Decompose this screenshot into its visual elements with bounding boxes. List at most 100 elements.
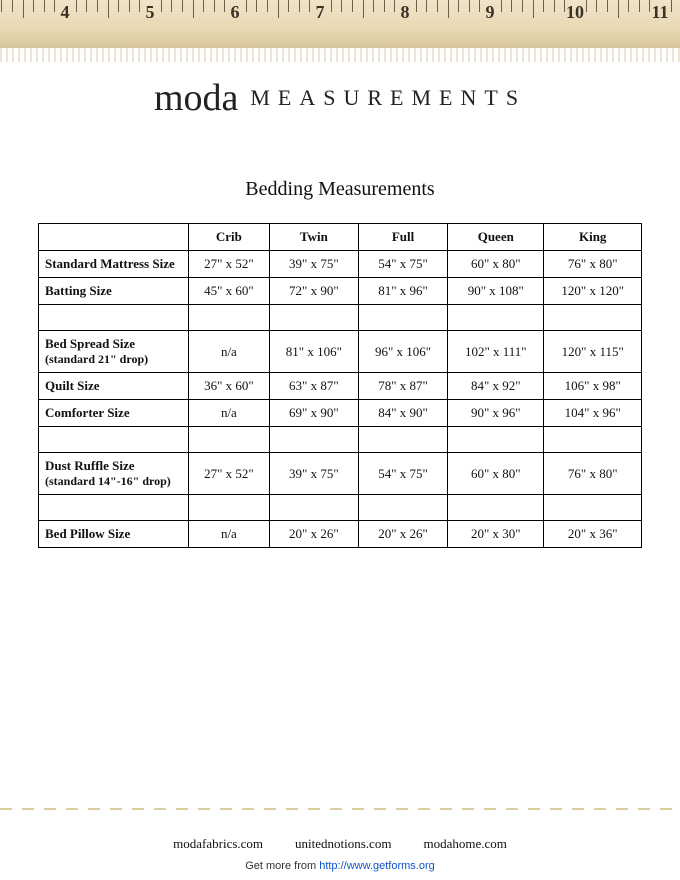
- spacer-cell: [448, 495, 544, 521]
- ruler-number: 4: [61, 2, 70, 23]
- ruler-tick: [224, 0, 225, 12]
- data-cell: 81" x 96": [358, 278, 447, 305]
- row-label: Bed Pillow Size: [39, 521, 189, 548]
- data-cell: 90" x 108": [448, 278, 544, 305]
- ruler-tick: [33, 0, 34, 12]
- data-cell: 84" x 90": [358, 400, 447, 427]
- data-cell: 84" x 92": [448, 373, 544, 400]
- spacer-cell: [544, 427, 642, 453]
- data-cell: 106" x 98": [544, 373, 642, 400]
- data-cell: 76" x 80": [544, 251, 642, 278]
- ruler-tick: [363, 0, 364, 18]
- table-row: Bed Pillow Sizen/a20" x 26"20" x 26"20" …: [39, 521, 642, 548]
- spacer-cell: [544, 495, 642, 521]
- data-cell: 76" x 80": [544, 453, 642, 495]
- data-cell: 39" x 75": [269, 251, 358, 278]
- data-cell: 20" x 36": [544, 521, 642, 548]
- data-cell: 102" x 111": [448, 331, 544, 373]
- ruler-tick: [586, 0, 587, 12]
- data-cell: 72" x 90": [269, 278, 358, 305]
- ruler-tick: [1, 0, 2, 12]
- ruler-tick: [479, 0, 480, 12]
- row-label: Comforter Size: [39, 400, 189, 427]
- measurements-table: CribTwinFullQueenKing Standard Mattress …: [38, 223, 642, 548]
- ruler-tick: [416, 0, 417, 12]
- ruler-fringe: [0, 48, 680, 62]
- ruler-tick: [108, 0, 109, 18]
- table-row: [39, 495, 642, 521]
- ruler-header: 34567891011: [0, 0, 680, 48]
- data-cell: 120" x 120": [544, 278, 642, 305]
- source-link[interactable]: http://www.getforms.org: [319, 860, 435, 872]
- ruler-tick: [607, 0, 608, 12]
- ruler-tick: [671, 0, 672, 12]
- ruler-tick: [267, 0, 268, 12]
- data-cell: 36" x 60": [189, 373, 270, 400]
- ruler-number: 8: [401, 2, 410, 23]
- ruler-tick: [309, 0, 310, 12]
- row-sublabel: (standard 21" drop): [45, 352, 182, 367]
- ruler-tick: [596, 0, 597, 12]
- ruler-tick: [86, 0, 87, 12]
- data-cell: n/a: [189, 331, 270, 373]
- spacer-cell: [358, 495, 447, 521]
- ruler-tick: [246, 0, 247, 12]
- table-row: Quilt Size36" x 60"63" x 87"78" x 87"84"…: [39, 373, 642, 400]
- data-cell: 54" x 75": [358, 251, 447, 278]
- data-cell: 96" x 106": [358, 331, 447, 373]
- spacer-cell: [358, 427, 447, 453]
- row-label: Dust Ruffle Size(standard 14"-16" drop): [39, 453, 189, 495]
- ruler-tick: [373, 0, 374, 12]
- ruler-tick: [139, 0, 140, 12]
- table-row: Comforter Sizen/a69" x 90"84" x 90"90" x…: [39, 400, 642, 427]
- spacer-cell: [448, 427, 544, 453]
- col-header: Crib: [189, 224, 270, 251]
- spacer-cell: [189, 427, 270, 453]
- col-header: Twin: [269, 224, 358, 251]
- spacer-cell: [189, 305, 270, 331]
- data-cell: 54" x 75": [358, 453, 447, 495]
- spacer-cell: [269, 305, 358, 331]
- ruler-tick: [501, 0, 502, 12]
- ruler-tick: [394, 0, 395, 12]
- ruler-tick: [161, 0, 162, 12]
- data-cell: 20" x 26": [358, 521, 447, 548]
- data-cell: n/a: [189, 521, 270, 548]
- col-header: King: [544, 224, 642, 251]
- spacer-cell: [189, 495, 270, 521]
- spacer-cell: [39, 427, 189, 453]
- source-line: Get more from http://www.getforms.org: [0, 860, 680, 872]
- data-cell: 20" x 30": [448, 521, 544, 548]
- ruler-tick: [44, 0, 45, 12]
- ruler-tick: [288, 0, 289, 12]
- ruler-tick: [448, 0, 449, 18]
- spacer-cell: [269, 427, 358, 453]
- ruler-tick: [437, 0, 438, 12]
- ruler-tick: [522, 0, 523, 12]
- data-cell: 45" x 60": [189, 278, 270, 305]
- ruler-tick: [12, 0, 13, 12]
- data-cell: 60" x 80": [448, 251, 544, 278]
- data-cell: 90" x 96": [448, 400, 544, 427]
- page-title: Bedding Measurements: [0, 178, 680, 201]
- table-row: Standard Mattress Size27" x 52"39" x 75"…: [39, 251, 642, 278]
- data-cell: 104" x 96": [544, 400, 642, 427]
- table-row: Dust Ruffle Size(standard 14"-16" drop)2…: [39, 453, 642, 495]
- ruler-tick: [426, 0, 427, 12]
- ruler-tick: [182, 0, 183, 12]
- data-cell: n/a: [189, 400, 270, 427]
- ruler-number: 5: [146, 2, 155, 23]
- ruler-tick: [639, 0, 640, 12]
- header: moda MEASUREMENTS: [0, 76, 680, 120]
- source-prefix: Get more from: [245, 860, 319, 872]
- ruler-tick: [533, 0, 534, 18]
- ruler-number: 10: [566, 2, 584, 23]
- ruler-tick: [193, 0, 194, 18]
- table-row: Batting Size45" x 60"72" x 90"81" x 96"9…: [39, 278, 642, 305]
- ruler-tick: [76, 0, 77, 12]
- footer-site: modahome.com: [423, 836, 506, 851]
- col-header: Full: [358, 224, 447, 251]
- ruler-tick: [118, 0, 119, 12]
- ruler-number: 11: [651, 2, 668, 23]
- spacer-cell: [269, 495, 358, 521]
